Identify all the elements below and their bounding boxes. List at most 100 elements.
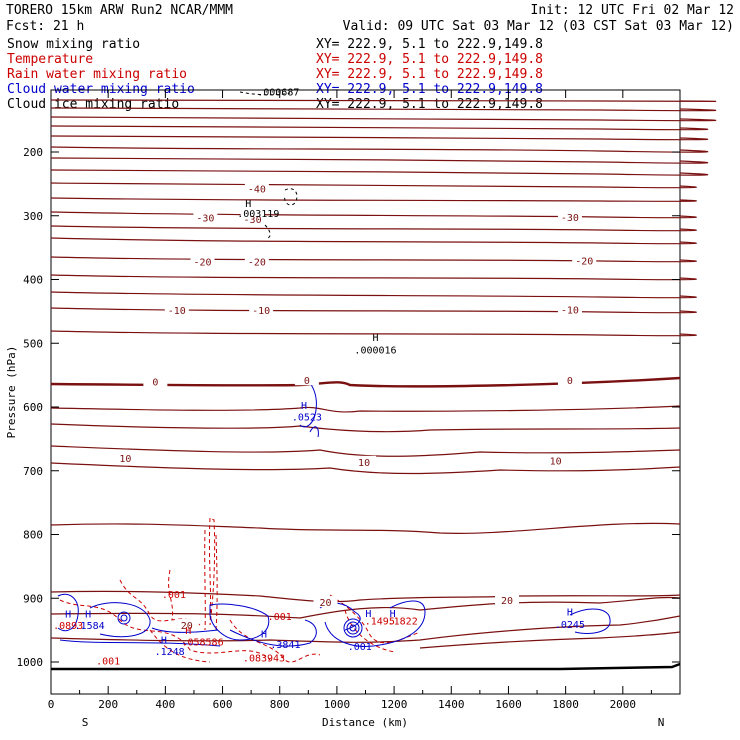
isotherm-line (50, 211, 697, 219)
isotherm-line (50, 596, 681, 619)
temperature-label: -30 (244, 215, 262, 226)
valid-time: Valid: 09 UTC Sat 03 Mar 12 (03 CST Sat … (343, 19, 734, 34)
isotherm-line (50, 237, 697, 245)
temperature-label: -10 (561, 305, 579, 316)
x-tick-label: 0 (48, 698, 55, 711)
maximum-value-label: .003119 (237, 209, 279, 220)
temperature-label: 0 (152, 378, 158, 389)
x-tick-label: 600 (213, 698, 233, 711)
y-tick-label: 1000 (17, 656, 44, 669)
x-tick-label: 1000 (324, 698, 351, 711)
temp-label-bg (244, 255, 269, 267)
temp-label-bg (240, 212, 265, 224)
x-tick-label: 1800 (552, 698, 579, 711)
temp-label-bg (244, 182, 269, 194)
south-label: S (82, 716, 89, 729)
x-tick-label: 1600 (495, 698, 522, 711)
y-axis-label: Pressure (hPa) (5, 346, 18, 439)
temp-label-bg (313, 596, 338, 608)
legend-name: Snow mixing ratio (7, 37, 140, 52)
temp-label-bg (113, 452, 138, 463)
isotherm-line (50, 146, 709, 153)
legend-xy: XY= 222.9, 5.1 to 222.9,149.8 (316, 67, 543, 82)
temperature-label: 10 (550, 457, 562, 468)
x-axis-label: Distance (km) (322, 716, 408, 729)
maximum-value-label: .000687 (257, 87, 299, 98)
y-tick-label: 900 (23, 592, 43, 605)
high-marker: H (161, 636, 167, 647)
temperature-label: 20 (501, 596, 513, 607)
maximum-value-label: .001 (96, 657, 120, 668)
temp-label-bg (557, 374, 582, 386)
y-tick-label: 400 (23, 274, 43, 287)
north-label: N (658, 716, 665, 729)
temp-label-bg (352, 455, 377, 467)
high-marker: H (365, 609, 371, 620)
temperature-label: 10 (119, 454, 131, 465)
legend-xy: XY= 222.9, 5.1 to 222.9,149.8 (316, 52, 543, 67)
isotherm-line (50, 274, 697, 281)
y-tick-label: 500 (23, 337, 43, 350)
isotherm-line (50, 256, 697, 263)
high-marker: H (185, 626, 191, 637)
temperature-label: -20 (248, 258, 266, 269)
maximum-value-label: .0893 (53, 621, 83, 632)
high-markers: H H H H H H H H H H H (65, 199, 573, 647)
high-marker: H (85, 610, 91, 621)
maximum-value-label: .0245 (555, 620, 585, 631)
high-marker: H (261, 629, 267, 640)
isotherm-line (50, 445, 681, 457)
y-tick-label: 700 (23, 465, 43, 478)
legend-name: Temperature (7, 52, 93, 67)
isotherm-contours (50, 99, 717, 649)
high-marker: H (65, 610, 71, 621)
isotherm-line (50, 135, 709, 141)
y-tick-label: 800 (23, 529, 43, 542)
isotherm-line (50, 291, 697, 299)
temperature-label: 10 (358, 458, 370, 469)
maximum-value-label: .1584 (75, 621, 105, 632)
isotherm-line (50, 169, 709, 176)
temperature-label: -10 (252, 306, 270, 317)
isotherm-line (50, 182, 697, 189)
y-tick-label: 200 (23, 146, 43, 159)
maximum-value-label: .0523 (292, 413, 322, 424)
isotherm-line (50, 522, 681, 534)
legend-name: Cloud ice mixing ratio (7, 97, 179, 112)
temperature-label: 0 (304, 376, 310, 387)
maximum-value-label: .058586 (181, 638, 223, 649)
maximum-value-label: .3841 (270, 640, 300, 651)
temperature-label: 20 (319, 598, 331, 609)
isotherm-line (50, 107, 717, 112)
y-tick-label: 600 (23, 401, 43, 414)
maximum-value-label: .001 (162, 590, 186, 601)
plot-frame (50, 89, 681, 695)
temperature-label: -20 (194, 258, 212, 269)
temperature-label: -10 (168, 306, 186, 317)
maximum-value-label: .1495 (365, 617, 395, 628)
temp-label-bg (249, 304, 274, 316)
temp-label-bg (495, 594, 520, 606)
temp-label-bg (193, 211, 218, 223)
temperature-labels: -40 -30 -30 -30 -20 -20 -20 -10 -10 -10 0 0 0 10 10 10 2… (113, 182, 597, 632)
temp-label-bg (294, 374, 319, 386)
temperature-label: -30 (196, 214, 214, 225)
temp-label-bg (557, 303, 582, 315)
isotherm-line (50, 462, 681, 475)
high-marker: H (390, 609, 396, 620)
temp-label-bg (143, 375, 168, 387)
temperature-label: -30 (561, 213, 579, 224)
high-marker: H (567, 608, 573, 619)
temp-label-bg (543, 454, 568, 466)
isotherm-line (50, 225, 697, 232)
model-title: TORERO 15km ARW Run2 NCAR/MMM (6, 3, 233, 18)
isotherm-line (50, 157, 709, 164)
maximum-value-label: .1248 (155, 647, 185, 658)
x-tick-label: 400 (155, 698, 175, 711)
isotherm-line (50, 116, 717, 122)
temperature-label: 20 (181, 621, 193, 632)
temp-label-bg (557, 211, 582, 223)
isotherm-line (50, 423, 681, 433)
